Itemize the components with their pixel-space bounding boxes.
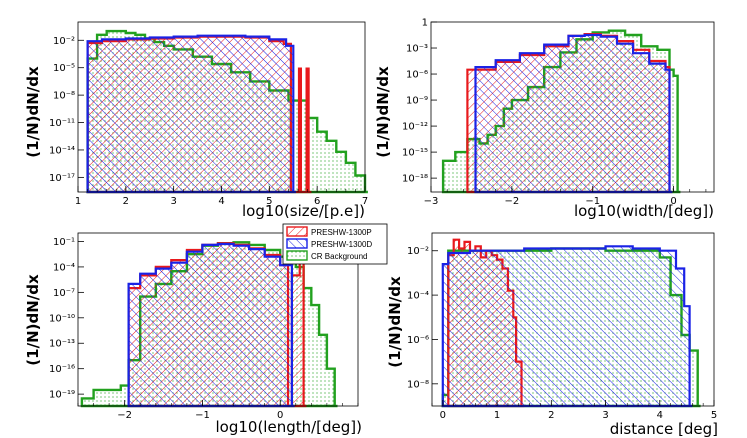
x-tick-label: −2 xyxy=(117,410,132,421)
y-tick-label: 10⁻⁹ xyxy=(406,96,428,107)
legend-item-proton: PRESHW-1300P xyxy=(286,226,372,237)
y-tick-label: 10⁻¹² xyxy=(402,122,428,133)
x-axis-label: log10(length/[deg]) xyxy=(216,418,363,436)
series-preshw-1300d xyxy=(86,34,297,194)
x-axis-label: distance [deg] xyxy=(610,420,718,438)
y-tick-label: 10⁻⁶ xyxy=(407,335,429,346)
panel-size: (1/N)dN/dx 1 2 3 4 5 6 7 10⁻² 10⁻⁵ 10⁻⁸ 10⁻¹¹ 10⁻¹⁴… xyxy=(24,21,368,220)
x-tick-label: 4 xyxy=(218,196,224,207)
x-tick-label: 7 xyxy=(362,196,368,207)
x-tick-label: 4 xyxy=(657,410,663,421)
y-tick-label: 10⁻³ xyxy=(406,44,428,55)
panel-width: (1/N)dN/dx −3 −2 −1 0 1 10⁻³ 10⁻⁶ 10⁻⁹ 10⁻¹² 10⁻¹… xyxy=(374,18,715,220)
x-tick-label: 2 xyxy=(123,196,129,207)
y-tick-label: 10⁻⁴ xyxy=(407,291,429,302)
plot-area-size: 1 2 3 4 5 6 7 10⁻² 10⁻⁵ 10⁻⁸ 10⁻¹¹ 10⁻¹⁴ 10⁻¹⁷ xyxy=(49,21,368,207)
legend-swatch-background xyxy=(286,250,308,261)
y-tick-label: 10⁻⁵ xyxy=(53,63,75,74)
y-axis-label: (1/N)dN/dx xyxy=(386,276,404,368)
x-tick-label: −1 xyxy=(585,196,600,207)
x-tick-label: 3 xyxy=(602,410,608,421)
series-preshw-1300d xyxy=(474,33,673,194)
series-preshw-1300d xyxy=(441,245,693,408)
panel-length: (1/N)dN/dx −2 −1 0 10⁻¹ 10⁻⁴ 10⁻⁷ 10⁻¹⁰ 10⁻¹³ 10… xyxy=(24,232,363,436)
x-tick-label: −3 xyxy=(424,196,439,207)
plot-area-length: −2 −1 0 10⁻¹ 10⁻⁴ 10⁻⁷ 10⁻¹⁰ 10⁻¹³ 10⁻¹⁶ 10⁻¹⁹ xyxy=(49,232,359,421)
y-tick-label: 1 xyxy=(422,18,428,29)
y-tick-label: 10⁻¹¹ xyxy=(49,118,75,129)
panel-distance: (1/N)dN/dx 0 1 2 3 4 5 10⁻² 10⁻⁴ 10⁻⁶ 10⁻⁸ distan… xyxy=(386,232,718,438)
x-tick-label: −1 xyxy=(195,410,210,421)
legend-label: CR Background xyxy=(311,252,367,261)
y-tick-label: 10⁻¹³ xyxy=(49,339,75,350)
y-tick-label: 10⁻¹⁹ xyxy=(49,390,75,401)
y-tick-label: 10⁻⁸ xyxy=(53,91,75,102)
x-tick-label: 0 xyxy=(277,410,283,421)
y-tick-label: 10⁻⁷ xyxy=(53,288,75,299)
plot-area-distance: 0 1 2 3 4 5 10⁻² 10⁻⁴ 10⁻⁶ 10⁻⁸ xyxy=(407,232,717,421)
y-axis-label: (1/N)dN/dx xyxy=(374,66,392,158)
x-tick-label: 5 xyxy=(266,196,272,207)
x-tick-label: 0 xyxy=(440,410,446,421)
plot-area-width: −3 −2 −1 0 1 10⁻³ 10⁻⁶ 10⁻⁹ 10⁻¹² 10⁻¹⁵ 10⁻¹⁸ xyxy=(402,18,715,207)
y-tick-label: 10⁻² xyxy=(407,246,429,257)
x-tick-label: −2 xyxy=(504,196,519,207)
x-tick-label: 2 xyxy=(548,410,554,421)
y-axis-label: (1/N)dN/dx xyxy=(24,66,42,158)
y-tick-label: 10⁻¹⁸ xyxy=(402,174,428,185)
plot-frame xyxy=(430,21,715,193)
legend-label: PRESHW-1300P xyxy=(311,228,372,237)
y-tick-label: 10⁻¹⁴ xyxy=(49,145,75,156)
legend-swatch-diffuse xyxy=(286,238,308,249)
legend-item-background: CR Background xyxy=(286,250,367,261)
x-axis-label: log10(width/[deg]) xyxy=(574,202,714,220)
y-tick-label: 10⁻¹⁵ xyxy=(402,148,428,159)
y-axis-label: (1/N)dN/dx xyxy=(24,274,42,366)
legend-item-diffuse: PRESHW-1300D xyxy=(286,238,372,249)
y-tick-label: 10⁻⁶ xyxy=(406,70,428,81)
y-tick-label: 10⁻¹⁰ xyxy=(49,313,75,324)
x-tick-label: 1 xyxy=(494,410,500,421)
y-tick-label: 10⁻⁴ xyxy=(53,262,75,273)
x-tick-label: 5 xyxy=(711,410,717,421)
legend-swatch-proton xyxy=(286,226,308,237)
series-preshw-1300d xyxy=(127,242,295,408)
x-tick-label: 1 xyxy=(75,196,81,207)
y-tick-label: 10⁻² xyxy=(53,36,75,47)
y-tick-label: 10⁻¹ xyxy=(53,237,75,248)
y-tick-label: 10⁻¹⁶ xyxy=(49,364,75,375)
y-tick-label: 10⁻⁸ xyxy=(407,379,429,390)
x-axis-label: log10(size/[p.e]) xyxy=(242,202,365,220)
y-tick-label: 10⁻¹⁷ xyxy=(49,173,75,184)
x-tick-label: 6 xyxy=(314,196,320,207)
legend-label: PRESHW-1300D xyxy=(311,240,372,249)
legend: PRESHW-1300P PRESHW-1300D CR Background xyxy=(282,223,388,265)
x-tick-label: 0 xyxy=(670,196,676,207)
x-tick-label: 3 xyxy=(170,196,176,207)
